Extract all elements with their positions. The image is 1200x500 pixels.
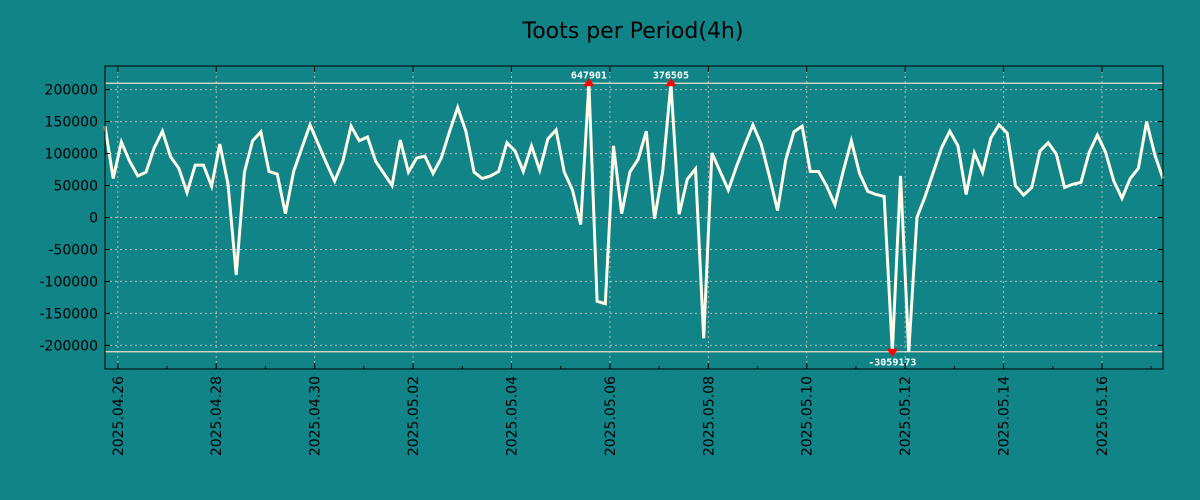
x-tick-label: 2025.05.06 (603, 376, 619, 456)
clip-marker-up (665, 78, 676, 86)
x-tick-label: 2025.05.02 (406, 376, 422, 456)
y-tick-label: 0 (89, 211, 98, 227)
x-tick-label: 2025.05.14 (997, 376, 1013, 456)
y-tick-label: 200000 (45, 83, 98, 99)
grid (105, 66, 1163, 369)
x-tick-label: 2025.05.04 (504, 376, 520, 456)
clip-marker-bar (583, 84, 594, 87)
plot-frame (104, 65, 1164, 370)
x-tick-label: 2025.04.28 (209, 376, 225, 456)
y-tick-label: 150000 (45, 115, 98, 131)
annotations: 647901 376505 -3059173 (571, 70, 917, 368)
y-tick-label: 100000 (45, 147, 98, 163)
x-tick-label: 2025.04.30 (308, 376, 324, 456)
x-tick-label: 2025.05.12 (898, 376, 914, 456)
clip-marker-bar (665, 84, 676, 87)
y-tick-label: -150000 (40, 306, 99, 322)
clip-lines (105, 82, 1163, 353)
y-tick-label: 50000 (53, 179, 98, 195)
x-tick-label: 2025.05.16 (1095, 376, 1111, 456)
x-tick-label: 2025.05.10 (800, 376, 816, 456)
x-axis: 2025.04.26 2025.04.28 2025.04.30 2025.05.02… (111, 66, 1152, 456)
clip-marker-bar (887, 348, 898, 351)
annotation-label: -3059173 (868, 358, 916, 369)
series-line (103, 83, 1165, 352)
clip-marker-down (887, 349, 898, 357)
chart-title: Toots per Period(4h) (522, 19, 744, 44)
x-tick-label: 2025.04.26 (111, 376, 127, 456)
y-tick-label: -50000 (48, 242, 98, 258)
annotation-label: 647901 (571, 70, 607, 81)
y-tick-label: -200000 (40, 338, 99, 354)
y-axis: -200000 -150000 -100000 -50000 0 50000 100000 1… (40, 83, 1163, 354)
annotation-label: 376505 (653, 70, 689, 81)
x-tick-label: 2025.05.08 (701, 376, 717, 456)
series-toots (103, 83, 1165, 352)
clip-marker-up (583, 78, 594, 86)
y-tick-label: -100000 (40, 274, 99, 290)
